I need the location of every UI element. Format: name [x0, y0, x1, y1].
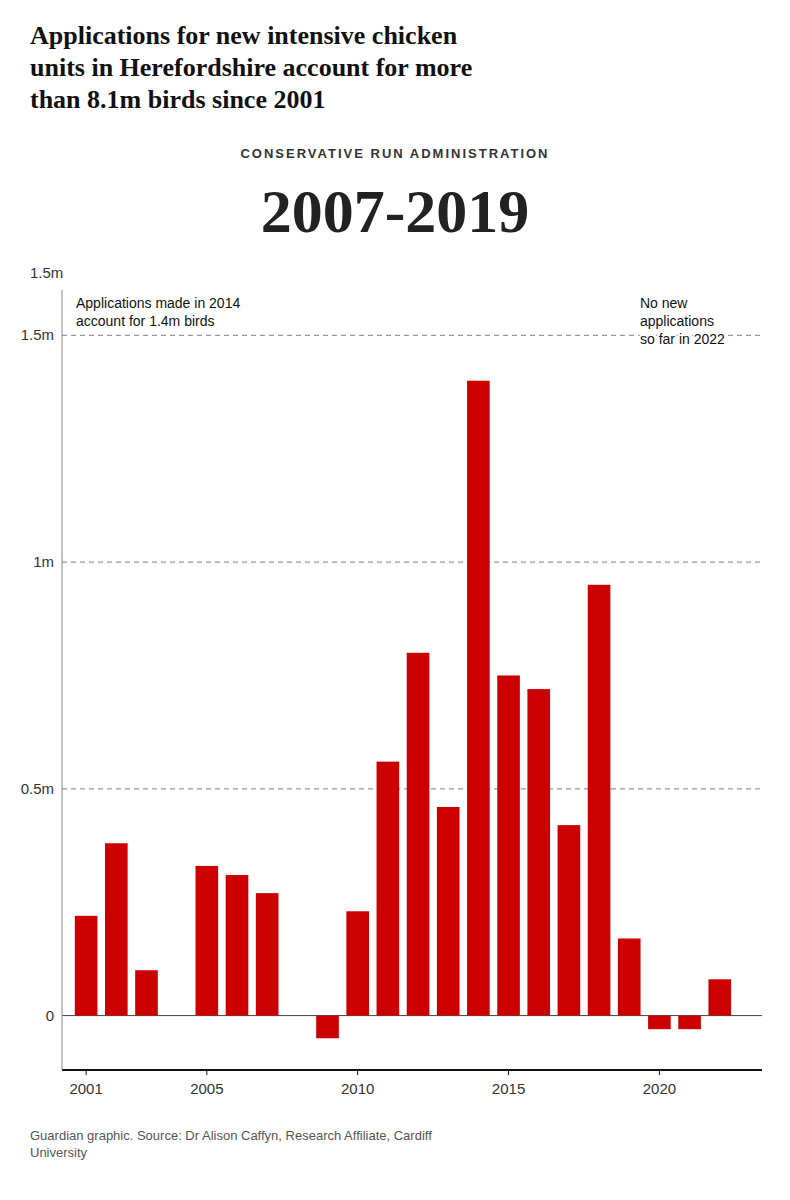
era-label: 2007-2019 — [261, 177, 530, 245]
bar — [407, 653, 430, 1016]
grid-line — [62, 561, 762, 562]
bar — [316, 1016, 339, 1039]
bar — [437, 807, 460, 1016]
y-tick-label: 1m — [33, 553, 54, 570]
annotation: Applications made in 2014account for 1.4… — [76, 295, 240, 329]
x-tick-label: 2005 — [190, 1080, 223, 1097]
bar — [558, 825, 581, 1015]
bar — [648, 1016, 671, 1030]
bar — [165, 1015, 188, 1016]
grid — [62, 335, 762, 1015]
background — [0, 0, 790, 1200]
x-tick-label: 2001 — [69, 1080, 102, 1097]
x-tick-label: 2020 — [643, 1080, 676, 1097]
bar — [286, 1015, 309, 1016]
y-tick-label: 0.5m — [21, 780, 54, 797]
x-tick — [508, 1070, 509, 1075]
x-tick — [659, 1070, 660, 1075]
bar — [678, 1016, 701, 1030]
bars — [75, 381, 731, 1039]
bar — [196, 866, 219, 1016]
x-tick-label: 2015 — [492, 1080, 525, 1097]
bar — [497, 675, 520, 1015]
y-tick-label: 1.5m — [21, 326, 54, 343]
title: Applications for new intensive chickenun… — [30, 21, 472, 114]
x-tick-label: 2010 — [341, 1080, 374, 1097]
top-label: 1.5m — [30, 264, 63, 281]
bar — [618, 938, 641, 1015]
y-axis-line — [62, 290, 63, 1070]
bar — [708, 979, 731, 1015]
x-tick — [357, 1070, 358, 1075]
x-axis-line — [62, 1069, 762, 1071]
subtitle: CONSERVATIVE RUN ADMINISTRATION — [240, 146, 549, 161]
chart: Applications for new intensive chickenun… — [0, 0, 790, 1200]
bar — [346, 911, 369, 1015]
bar — [377, 762, 400, 1016]
bar — [527, 689, 550, 1016]
bar — [135, 970, 158, 1015]
bar — [256, 893, 279, 1015]
x-tick — [206, 1070, 207, 1075]
bar — [467, 381, 490, 1016]
source: Guardian graphic. Source: Dr Alison Caff… — [30, 1128, 432, 1160]
bar — [588, 585, 611, 1016]
bar — [226, 875, 249, 1016]
bar — [75, 916, 98, 1016]
bar — [105, 843, 128, 1015]
annotation: No newapplicationsso far in 2022 — [640, 295, 725, 347]
y-tick-label: 0 — [46, 1007, 54, 1024]
x-tick — [86, 1070, 87, 1075]
